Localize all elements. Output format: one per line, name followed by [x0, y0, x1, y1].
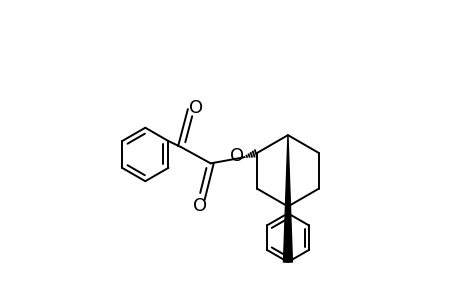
- Text: O: O: [193, 196, 207, 214]
- Text: O: O: [230, 147, 243, 165]
- Text: O: O: [189, 99, 203, 117]
- Polygon shape: [283, 135, 292, 262]
